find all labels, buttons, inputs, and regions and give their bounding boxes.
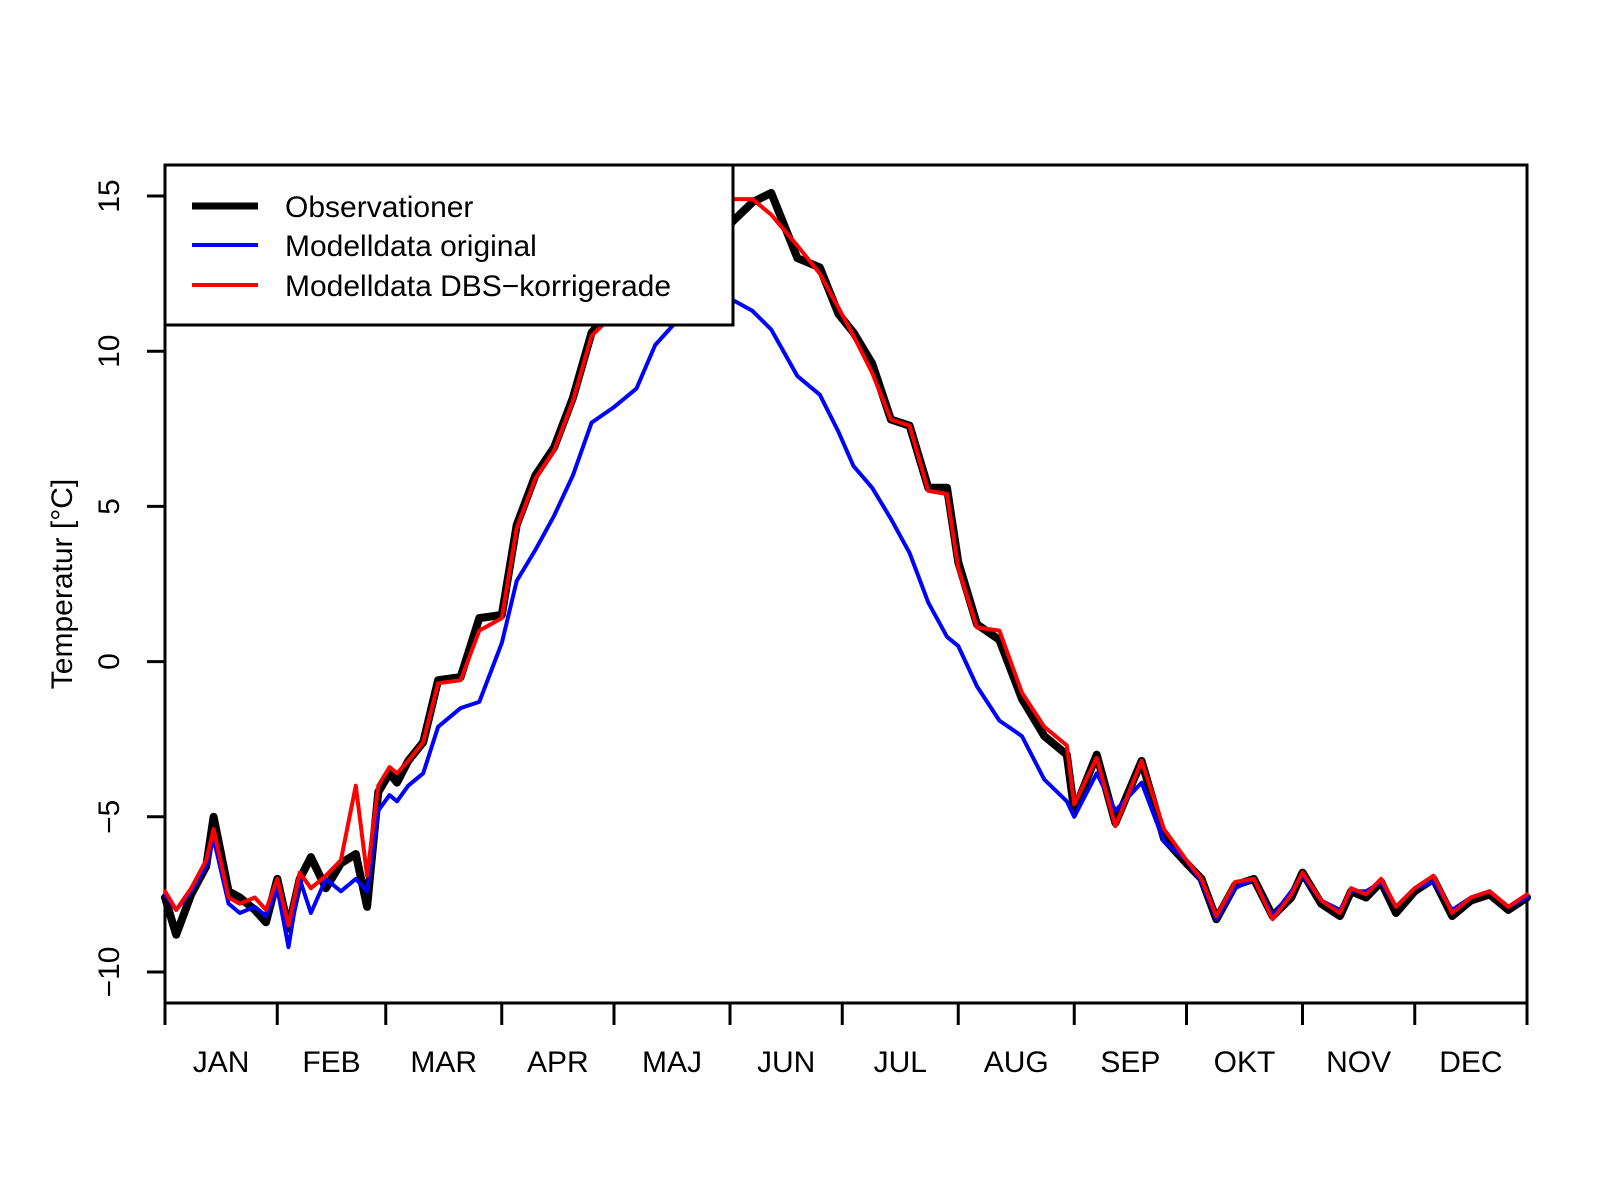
month-label-jun: JUN — [757, 1046, 815, 1079]
x-axis: JAN FEB MAR APR MAJ JUN JUL AUG SEP OKT NOV DEC — [163, 1003, 1529, 1079]
month-label-nov: NOV — [1326, 1046, 1391, 1079]
y-tick-label: −5 — [93, 800, 126, 834]
plot-frame — [163, 163, 1529, 1005]
legend-label-observationer: Observationer — [285, 191, 473, 224]
month-label-dec: DEC — [1439, 1046, 1502, 1079]
y-tick-label: 5 — [93, 498, 126, 515]
month-label-jul: JUL — [874, 1046, 927, 1079]
y-tick-label: −10 — [93, 947, 126, 998]
legend-box — [163, 163, 735, 327]
month-label-sep: SEP — [1100, 1046, 1160, 1079]
y-tick-label: 10 — [93, 335, 126, 368]
month-label-jan: JAN — [193, 1046, 250, 1079]
month-label-feb: FEB — [302, 1046, 360, 1079]
month-label-mar: MAR — [410, 1046, 477, 1079]
y-axis: −10 −5 0 5 10 15 — [93, 179, 165, 997]
month-label-maj: MAJ — [642, 1046, 702, 1079]
month-label-okt: OKT — [1214, 1046, 1276, 1079]
legend-label-modelldata-dbs: Modelldata DBS−korrigerade — [285, 270, 671, 303]
month-label-apr: APR — [527, 1046, 589, 1079]
y-tick-label: 15 — [93, 179, 126, 212]
series-lines — [161, 188, 1531, 950]
series-line-modelldata-dbs — [163, 197, 1529, 928]
y-axis-label: Temperatur [°C] — [46, 479, 79, 689]
legend-label-modelldata-original: Modelldata original — [285, 230, 537, 263]
month-label-aug: AUG — [984, 1046, 1049, 1079]
y-tick-label: 0 — [93, 653, 126, 670]
legend: Observationer Modelldata original Modell… — [163, 163, 735, 327]
